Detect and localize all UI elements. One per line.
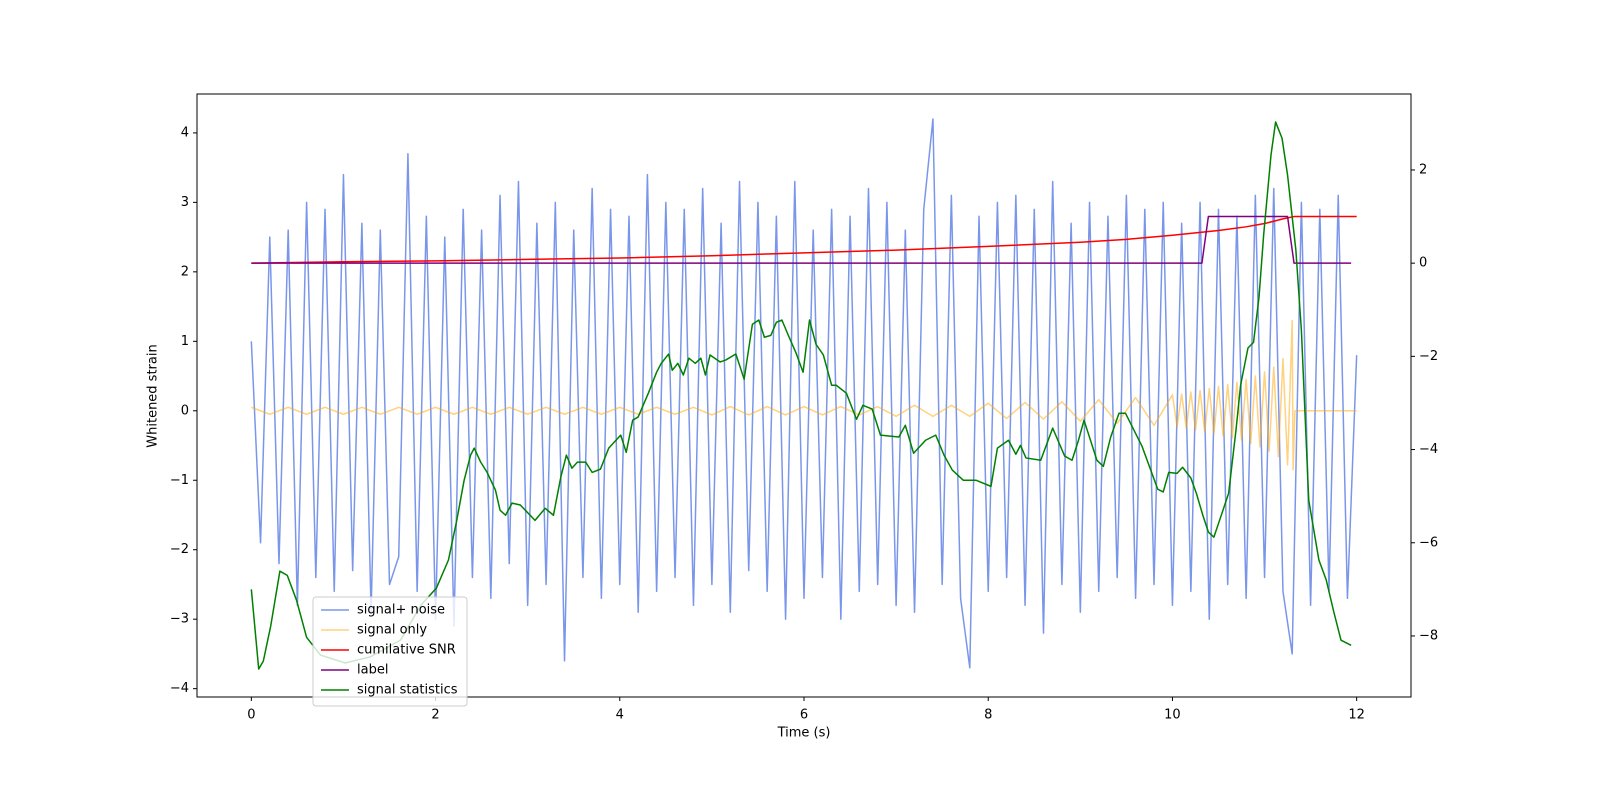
y-tick-label: 1 <box>181 334 189 349</box>
x-tick-label: 8 <box>984 708 992 723</box>
y-tick-label: 0 <box>181 403 189 418</box>
y-tick-label: −4 <box>170 681 189 696</box>
x-tick-label: 4 <box>616 708 624 723</box>
y-tick-label: −2 <box>170 542 189 557</box>
series-line <box>250 121 1352 670</box>
x-tick-label: 12 <box>1348 708 1365 723</box>
y-tick-label: 2 <box>181 264 189 279</box>
legend-label: signal statistics <box>357 683 458 698</box>
series-line <box>251 215 1357 264</box>
series-line <box>251 215 1352 264</box>
x-tick-label: 2 <box>431 708 439 723</box>
x-axis-label: Time (s) <box>777 726 831 741</box>
y2-tick-label: −8 <box>1419 628 1438 643</box>
y-tick-label: −1 <box>170 473 189 488</box>
y2-tick-label: 0 <box>1419 256 1427 271</box>
y2-tick-label: 2 <box>1419 162 1427 177</box>
x-tick-label: 10 <box>1164 708 1181 723</box>
y-tick-label: 4 <box>181 125 189 140</box>
y2-tick-label: −4 <box>1419 442 1438 457</box>
y-tick-label: −3 <box>170 612 189 627</box>
x-tick-label: 6 <box>800 708 808 723</box>
legend-box <box>312 596 468 707</box>
y-tick-label: 3 <box>181 195 189 210</box>
series-line <box>251 319 1357 471</box>
legend-label: signal+ noise <box>357 603 445 618</box>
y-axis-label: Whitened strain <box>146 344 161 447</box>
y2-tick-label: −2 <box>1419 349 1438 364</box>
legend-label: label <box>357 663 388 678</box>
x-tick-label: 0 <box>247 708 255 723</box>
y2-tick-label: −6 <box>1419 535 1438 550</box>
legend-label: signal only <box>357 623 427 638</box>
legend-label: cumilative SNR <box>357 643 456 658</box>
